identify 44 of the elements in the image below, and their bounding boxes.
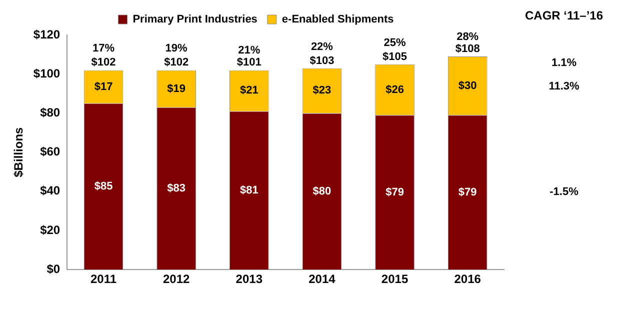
y-axis-title: $Billions bbox=[12, 126, 26, 178]
x-tick-label: 2014 bbox=[308, 272, 336, 286]
data-label: $81 bbox=[240, 184, 258, 196]
x-tick-label: 2016 bbox=[454, 272, 482, 286]
total-label: $105 bbox=[382, 50, 408, 63]
x-tick-label: 2013 bbox=[236, 272, 263, 286]
data-label: $30 bbox=[458, 80, 477, 92]
annotation: 22% bbox=[310, 40, 334, 53]
data-label: $19 bbox=[167, 82, 186, 95]
y-tick-label: $100 bbox=[33, 66, 60, 80]
annotation: 28% bbox=[456, 30, 479, 43]
y-tick-label: $120 bbox=[33, 27, 60, 42]
data-label: $83 bbox=[167, 182, 186, 194]
data-label: $85 bbox=[94, 180, 113, 193]
total-label: $108 bbox=[455, 43, 480, 56]
annotation: 25% bbox=[384, 36, 406, 49]
y-tick-label: $40 bbox=[40, 184, 60, 198]
data-label: $79 bbox=[458, 186, 477, 198]
y-tick-label: $60 bbox=[40, 144, 60, 159]
data-label: $17 bbox=[94, 80, 113, 93]
annotation: 19% bbox=[165, 42, 188, 55]
x-tick-label: 2012 bbox=[162, 272, 190, 286]
x-tick-label: 2011 bbox=[90, 272, 117, 286]
text: -1.5% bbox=[550, 186, 579, 198]
total-label: $103 bbox=[310, 54, 334, 67]
total-label: $102 bbox=[164, 56, 189, 69]
y-tick-label: $20 bbox=[40, 222, 60, 237]
data-label: $79 bbox=[386, 186, 404, 198]
legend-label: Primary Print Industries bbox=[132, 14, 258, 26]
y-tick-label: $80 bbox=[40, 106, 60, 120]
total-label: $102 bbox=[91, 56, 116, 69]
data-label: $26 bbox=[386, 84, 404, 96]
y-tick-label: $0 bbox=[46, 262, 60, 276]
text: 11.3% bbox=[548, 80, 580, 93]
data-label: $21 bbox=[240, 84, 258, 97]
legend-label: e-Enabled Shipments bbox=[282, 14, 394, 26]
text: 1.1% bbox=[551, 57, 577, 70]
annotation: 21% bbox=[238, 44, 260, 57]
total-label: $101 bbox=[236, 56, 262, 69]
text: CAGR ‘11–’16 bbox=[524, 8, 604, 22]
x-tick-label: 2015 bbox=[381, 272, 408, 286]
annotation: 17% bbox=[92, 42, 115, 55]
data-label: $23 bbox=[312, 84, 332, 97]
data-label: $80 bbox=[312, 185, 332, 198]
